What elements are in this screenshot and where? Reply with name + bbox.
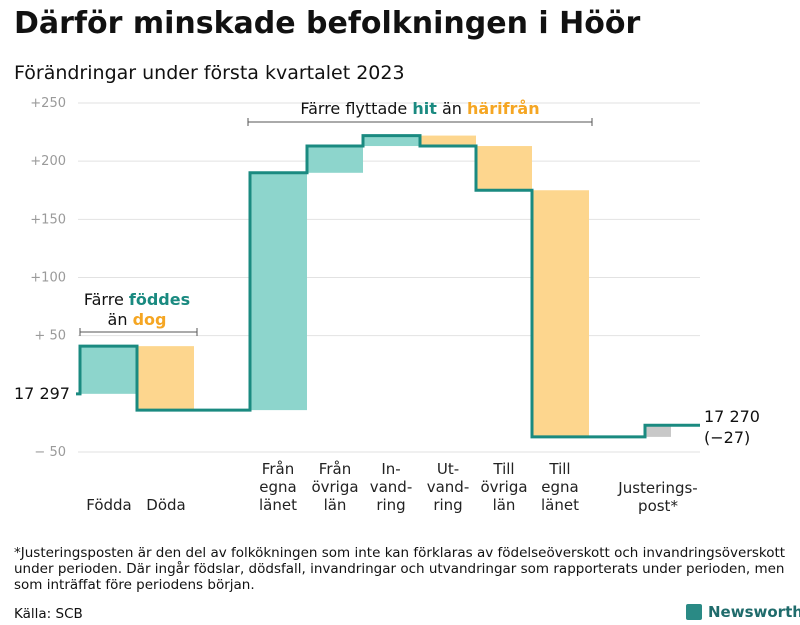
category-label: Döda (146, 496, 185, 514)
annotation-birth-line1: Färre föddes (84, 290, 190, 309)
bar-increase (307, 146, 363, 173)
category-label: Från övriga län (311, 460, 358, 514)
annotation-birth-death: Färre föddes än dog (79, 290, 198, 336)
start-value-label: 17 297 (14, 384, 70, 403)
category-label: Ut-vand-ring (427, 460, 470, 514)
category-labels: Födda Döda Från egna länet Från övriga län In-va… (86, 460, 697, 515)
gridlines: +250 +200 +150 +100 + 50 − 50 (30, 96, 700, 460)
annotation-migration: Färre flyttade hit än härifrån (247, 99, 593, 126)
bar-decrease (476, 146, 532, 191)
y-tick-label: +250 (30, 96, 66, 111)
category-label: Justerings-post* (617, 479, 697, 515)
category-label: Till övriga län (480, 460, 527, 514)
chart-subtitle: Förändringar under första kvartalet 2023 (14, 62, 405, 84)
y-tick-label: − 50 (34, 445, 66, 460)
bar-increase (80, 346, 137, 394)
category-label: Till egna länet (541, 460, 579, 514)
bar-decrease (532, 190, 589, 437)
bar-decrease (137, 346, 194, 411)
category-label: Från egna länet (259, 460, 297, 514)
bar-increase (363, 135, 420, 147)
waterfall-step-line (76, 134, 700, 439)
category-label: Födda (86, 496, 132, 514)
bar-decrease (420, 135, 476, 147)
chart-title: Därför minskade befolkningen i Höör (14, 6, 641, 41)
step-line (76, 134, 700, 439)
category-label: In-vand-ring (370, 460, 413, 514)
footnote: *Justeringsposten är den del av folkökni… (14, 545, 786, 593)
end-value-label: 17 270 (704, 407, 760, 426)
y-tick-label: + 50 (34, 329, 66, 344)
source: Källa: SCB (14, 606, 83, 622)
bars (80, 135, 671, 437)
y-tick-label: +200 (30, 154, 66, 169)
annotation-birth-line2: än dog (108, 310, 167, 329)
bar-adjustment (645, 425, 671, 437)
end-change-label: (−27) (704, 428, 750, 447)
y-tick-label: +150 (30, 212, 66, 227)
brand-logo: Newsworthy (686, 603, 800, 621)
waterfall-chart: +250 +200 +150 +100 + 50 − 50 Födda Döda Från eg… (14, 96, 760, 515)
brand-name: Newsworthy (708, 603, 800, 621)
newsworthy-icon (686, 604, 702, 620)
bar-increase (250, 172, 307, 411)
y-tick-label: +100 (30, 271, 66, 286)
annotation-migration-text: Färre flyttade hit än härifrån (300, 99, 539, 118)
